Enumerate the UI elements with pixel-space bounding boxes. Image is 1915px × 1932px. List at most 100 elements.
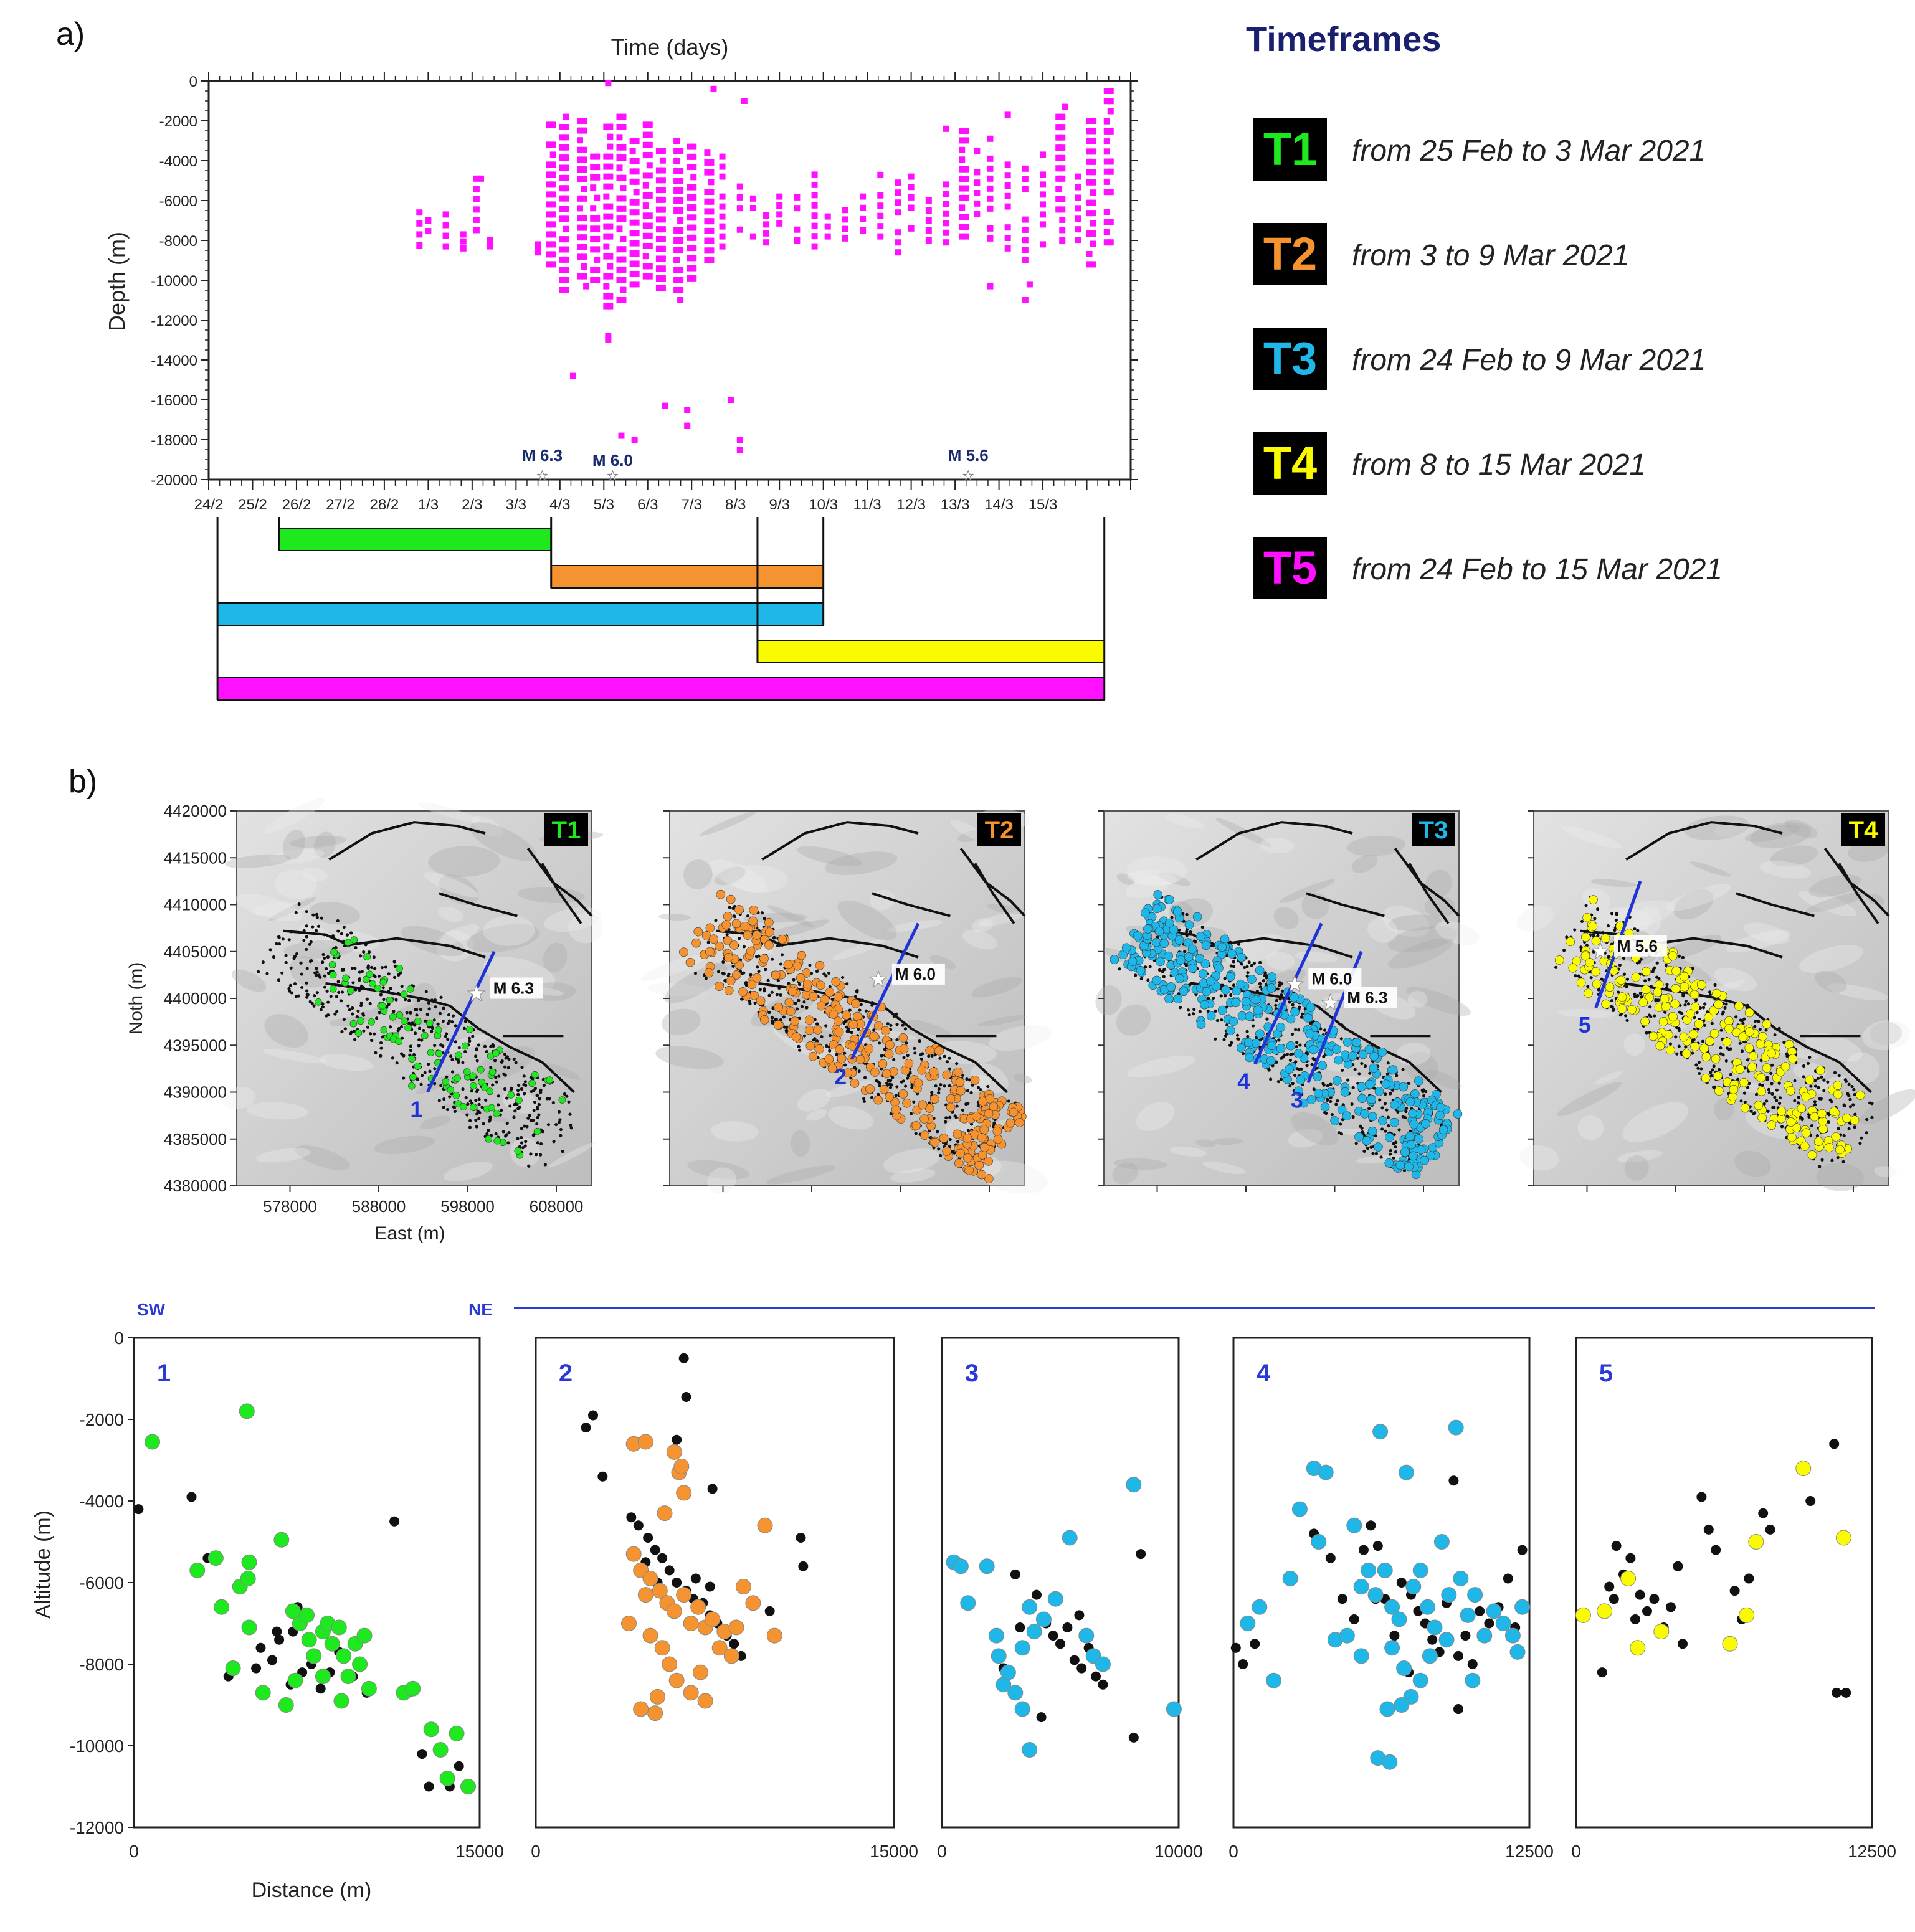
timeframe-event — [1835, 1145, 1845, 1155]
background-event — [1622, 956, 1626, 960]
background-event — [1363, 1064, 1367, 1068]
section-3: 30 10000 — [937, 1337, 1203, 1861]
background-event — [288, 983, 293, 988]
mainshock-star — [536, 470, 548, 481]
background-event — [740, 997, 744, 1001]
timeframe-event — [442, 1078, 450, 1086]
background-event — [370, 1038, 374, 1043]
timeframe-event — [773, 1020, 783, 1030]
event-marker — [603, 153, 610, 160]
event-marker — [687, 275, 693, 282]
background-event — [1721, 1053, 1725, 1057]
event-marker — [1090, 189, 1096, 196]
background-event — [413, 1031, 417, 1035]
timeframe-event — [1653, 987, 1663, 997]
event-marker — [1022, 297, 1029, 303]
timeframe-event — [764, 917, 774, 927]
relief-shade — [435, 930, 474, 962]
event-marker — [559, 185, 566, 192]
background-event — [529, 1076, 533, 1079]
event-marker — [546, 261, 553, 268]
background-event — [434, 1005, 437, 1009]
background-event — [948, 1067, 952, 1071]
event-marker — [577, 244, 584, 250]
event-marker — [741, 98, 748, 104]
background-event — [760, 911, 764, 915]
background-event — [824, 974, 828, 978]
timeframe-hypocenter — [1346, 1517, 1362, 1533]
background-hypocenter — [729, 1639, 739, 1649]
background-event — [1851, 1103, 1855, 1107]
background-event — [280, 971, 284, 975]
background-hypocenter — [315, 1683, 326, 1694]
relief-shade — [683, 859, 713, 889]
background-event — [1183, 949, 1187, 954]
relief-shade — [715, 866, 746, 886]
map-tag-bg — [1412, 813, 1455, 846]
timeframe-event — [808, 1051, 818, 1061]
background-event — [906, 1074, 910, 1077]
timeframe-hypocenter — [642, 1570, 658, 1586]
background-hypocenter — [1055, 1639, 1065, 1649]
background-event — [563, 1092, 566, 1096]
background-event — [1194, 940, 1197, 944]
event-marker — [629, 219, 636, 226]
background-event — [305, 935, 308, 939]
background-event — [305, 947, 308, 951]
relief-shade — [1799, 945, 1863, 973]
mainshock-star — [1285, 974, 1304, 992]
timeframe-event — [1642, 967, 1651, 977]
event-marker — [690, 245, 697, 252]
background-event — [277, 935, 281, 939]
background-event — [497, 1094, 500, 1098]
event-marker — [974, 179, 981, 186]
timeframe-event — [1617, 1004, 1627, 1014]
background-event — [433, 1044, 437, 1048]
event-marker — [655, 167, 662, 174]
relief-shade — [313, 831, 336, 858]
timeframe-event — [366, 970, 374, 978]
timeframe-event — [723, 912, 733, 921]
background-event — [1134, 973, 1138, 977]
timeframe-hypocenter — [225, 1660, 241, 1677]
event-marker — [559, 277, 566, 283]
background-event — [913, 1051, 917, 1055]
background-event — [742, 945, 746, 949]
mainshock-label: M 5.6 — [948, 446, 989, 465]
timeframe-event — [1576, 978, 1586, 988]
time-tick-label: 5/3 — [594, 496, 614, 513]
background-event — [476, 1088, 480, 1092]
timeframe-event — [734, 960, 744, 970]
timeframe-event — [977, 1133, 987, 1142]
event-marker — [704, 159, 711, 166]
background-event — [1300, 1015, 1304, 1019]
background-event — [514, 1061, 518, 1064]
background-event — [272, 955, 276, 959]
background-event — [802, 1000, 806, 1004]
background-event — [339, 999, 343, 1003]
background-event — [795, 1007, 799, 1011]
event-marker — [719, 193, 726, 200]
background-event — [746, 914, 750, 918]
timeframe-event — [1694, 1019, 1704, 1029]
background-event — [1793, 1099, 1797, 1102]
timeframe-event — [815, 960, 825, 970]
background-event — [1389, 1148, 1393, 1153]
background-hypocenter — [1703, 1524, 1714, 1535]
event-marker — [559, 195, 566, 202]
background-event — [1574, 974, 1577, 978]
event-marker — [749, 233, 756, 240]
timeframe-event — [1757, 1113, 1767, 1122]
event-marker — [618, 432, 625, 439]
timeframe-event — [1704, 1012, 1714, 1022]
background-event — [812, 1038, 815, 1042]
timeframe-event — [1202, 987, 1212, 997]
event-marker — [1090, 128, 1096, 135]
background-event — [343, 1027, 347, 1031]
timeframe-hypocenter — [1014, 1640, 1030, 1656]
timeframe-event — [329, 985, 337, 993]
mainshock-label-bg — [891, 963, 945, 985]
timeframe-event — [558, 1096, 566, 1104]
background-event — [551, 1101, 555, 1105]
time-tick-label: 4/3 — [549, 496, 570, 513]
